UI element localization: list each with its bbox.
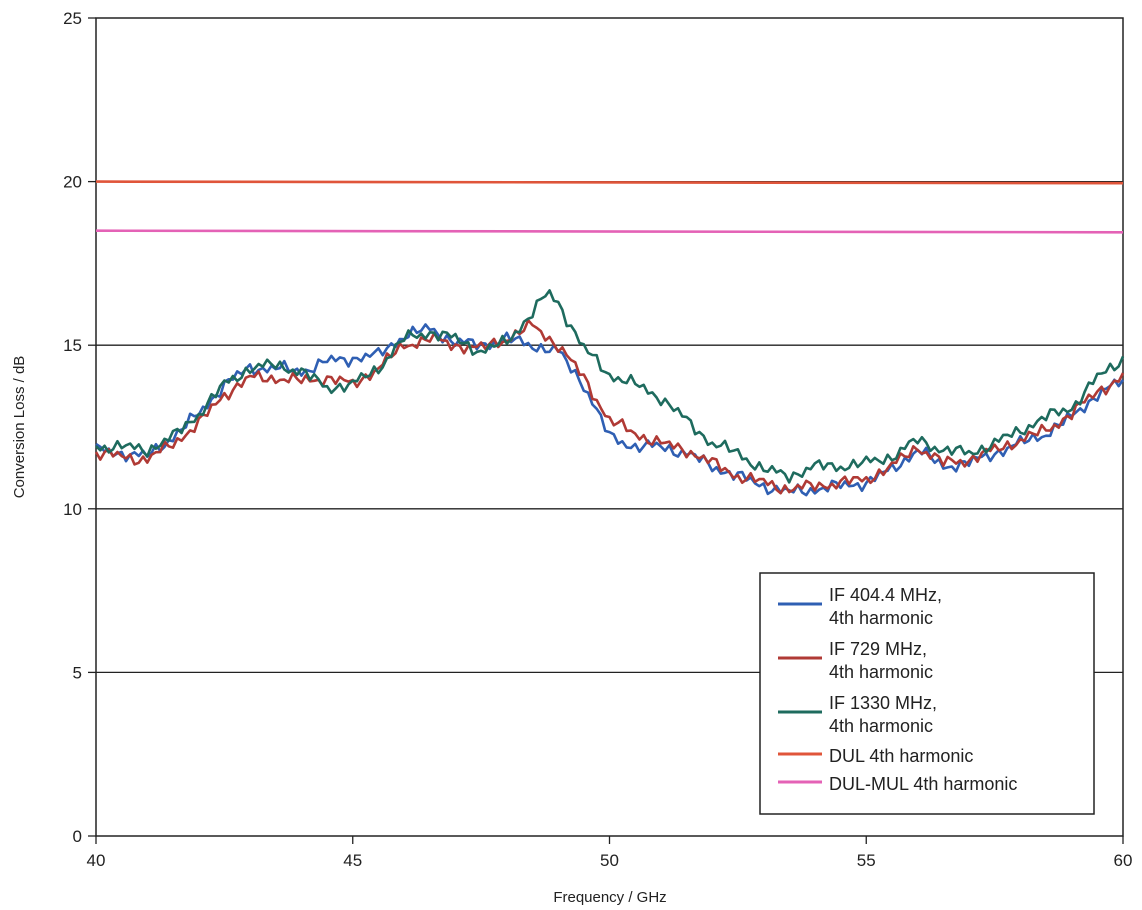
series-line-1	[95, 323, 1125, 497]
x-tick-label-40: 40	[87, 851, 106, 870]
legend-label-1-line-2: 4th harmonic	[829, 608, 933, 628]
x-tick-label-45: 45	[343, 851, 362, 870]
series-line-3	[95, 289, 1125, 484]
x-tick-label-55: 55	[857, 851, 876, 870]
y-tick-label-25: 25	[63, 9, 82, 28]
tick-labels: 0 5 10 15 20 25 40 45 50 55 60	[63, 9, 1132, 870]
x-tick-label-50: 50	[600, 851, 619, 870]
plot-frame	[95, 17, 1124, 837]
series-line-2	[94, 318, 1125, 495]
legend-label-3-line-2: 4th harmonic	[829, 716, 933, 736]
x-axis-title: Frequency / GHz	[553, 889, 666, 906]
y-tick-label-0: 0	[73, 827, 82, 846]
series-lines	[94, 180, 1125, 497]
legend-box	[759, 572, 1095, 815]
legend-label-1-line-1: IF 404.4 MHz,	[829, 585, 942, 605]
y-tick-label-5: 5	[73, 663, 82, 682]
series-line-4	[95, 180, 1124, 185]
y-tick-label-10: 10	[63, 500, 82, 519]
y-tick-label-20: 20	[63, 173, 82, 192]
legend: IF 404.4 MHz, 4th harmonic IF 729 MHz, 4th …	[759, 572, 1095, 815]
y-tick-label-15: 15	[63, 336, 82, 355]
legend-label-4-line-1: DUL 4th harmonic	[829, 746, 973, 766]
y-axis-title: Conversion Loss / dB	[11, 356, 28, 499]
x-tick-label-60: 60	[1114, 851, 1133, 870]
legend-label-2-line-1: IF 729 MHz,	[829, 639, 927, 659]
legend-label-3-line-1: IF 1330 MHz,	[829, 693, 937, 713]
legend-label-2-line-2: 4th harmonic	[829, 662, 933, 682]
legend-label-5-line-1: DUL-MUL 4th harmonic	[829, 774, 1017, 794]
series-line-5	[95, 229, 1124, 234]
